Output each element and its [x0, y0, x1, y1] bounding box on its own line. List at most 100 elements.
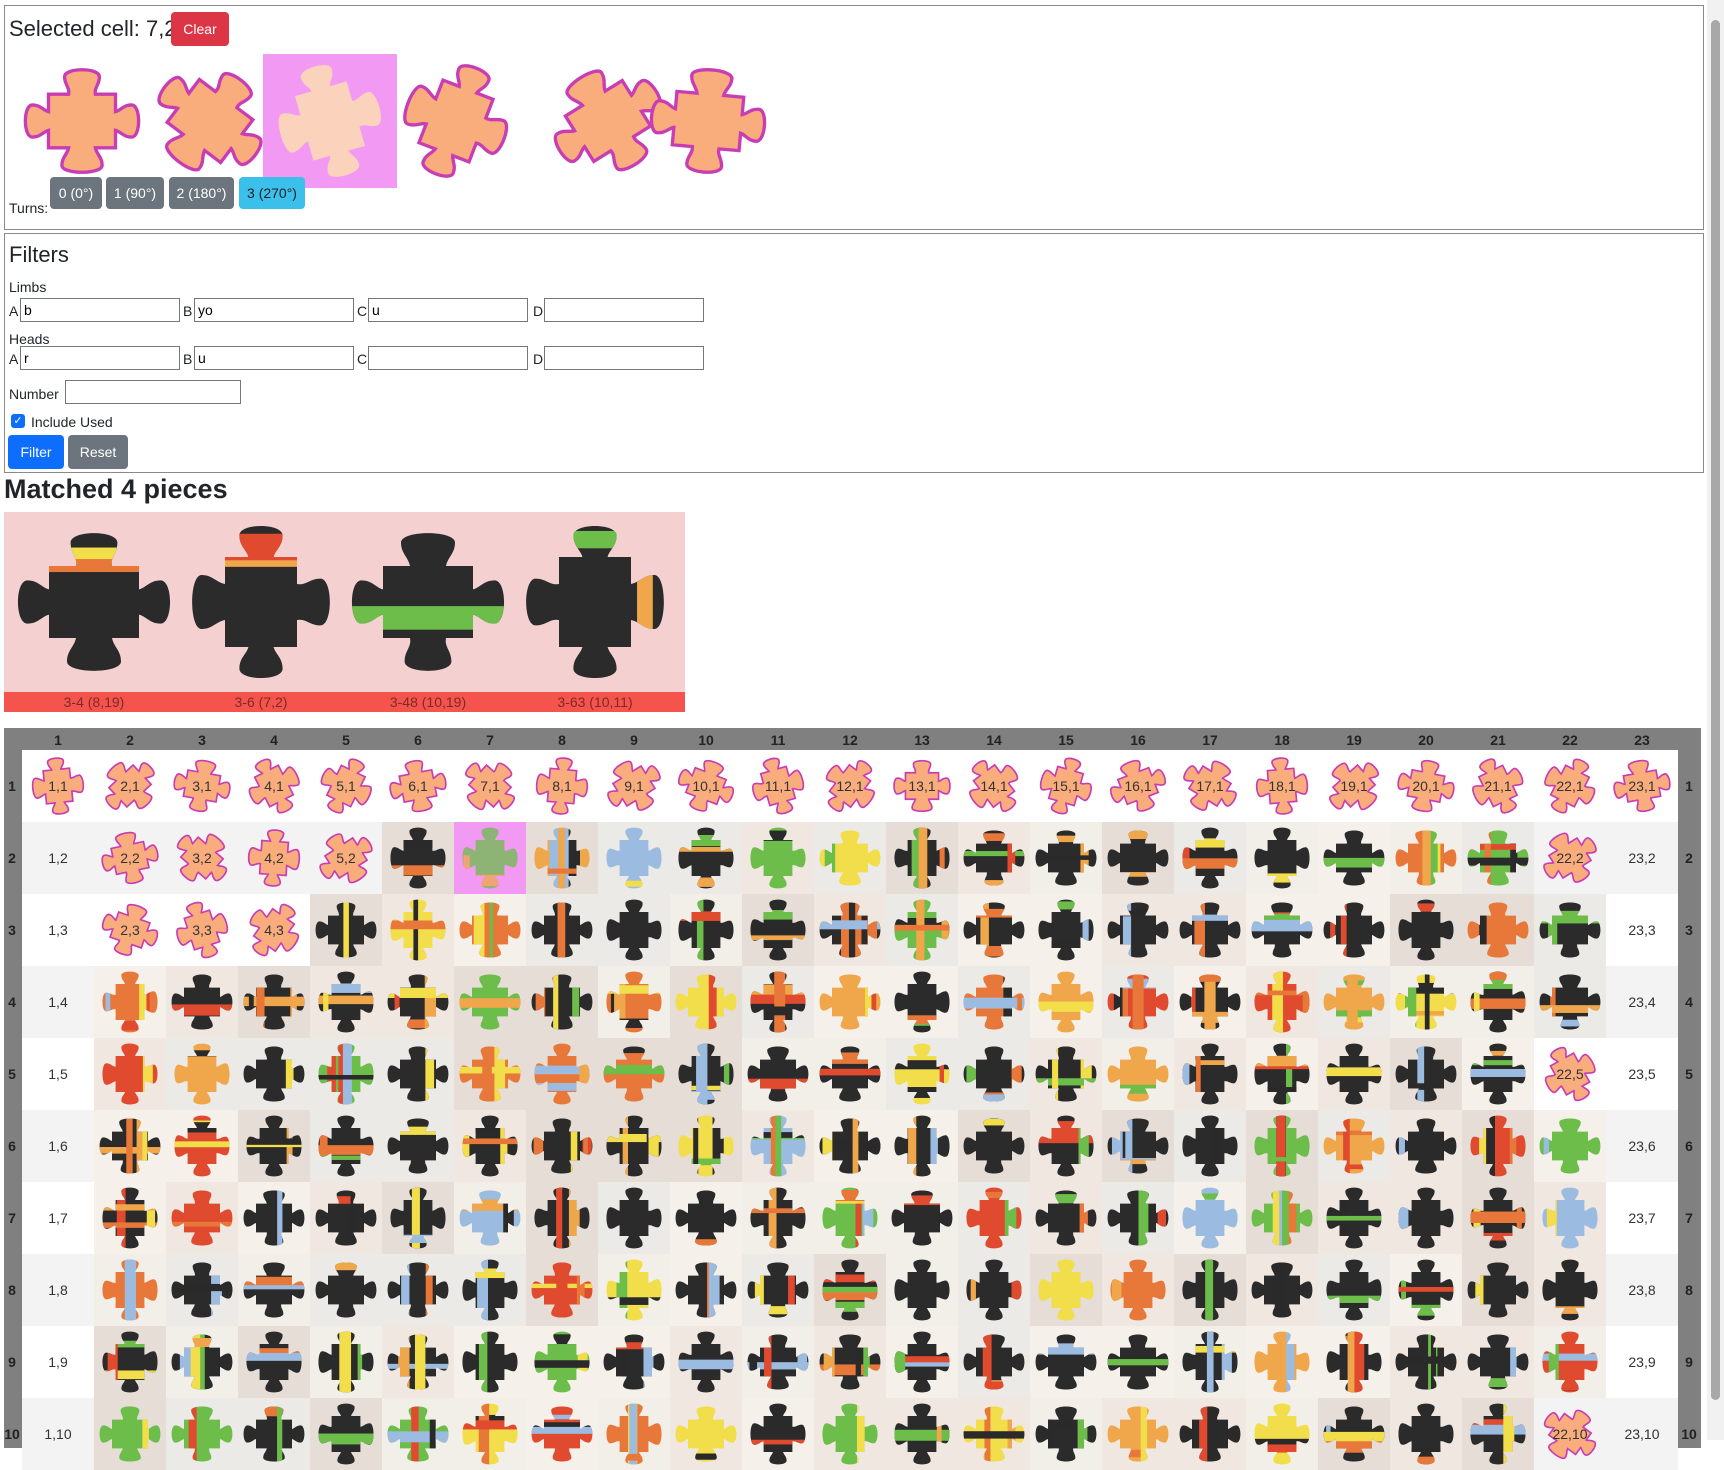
- board-cell[interactable]: [382, 1326, 454, 1398]
- board-cell[interactable]: [1318, 822, 1390, 894]
- board-cell[interactable]: [814, 1254, 886, 1326]
- board-cell[interactable]: [1246, 1038, 1318, 1110]
- board-cell[interactable]: [958, 1326, 1030, 1398]
- heads-input-a[interactable]: [20, 346, 180, 370]
- board-cell[interactable]: [1246, 1110, 1318, 1182]
- board-cell[interactable]: 1,8: [22, 1254, 94, 1326]
- board-cell[interactable]: [670, 1110, 742, 1182]
- board-cell[interactable]: [958, 1254, 1030, 1326]
- board-cell[interactable]: [94, 1110, 166, 1182]
- board-cell[interactable]: [742, 1398, 814, 1470]
- board-cell[interactable]: [310, 1038, 382, 1110]
- board-cell[interactable]: [454, 1254, 526, 1326]
- board-cell[interactable]: [598, 1038, 670, 1110]
- board-cell[interactable]: [526, 1038, 598, 1110]
- board-cell[interactable]: [814, 1182, 886, 1254]
- board-cell[interactable]: [886, 822, 958, 894]
- board-cell[interactable]: [1390, 1254, 1462, 1326]
- board-cell[interactable]: 11,1: [742, 750, 814, 822]
- board-cell[interactable]: [1102, 1254, 1174, 1326]
- board-cell[interactable]: [670, 1038, 742, 1110]
- board-cell[interactable]: [742, 1182, 814, 1254]
- board-cell[interactable]: [814, 1398, 886, 1470]
- board-cell[interactable]: 23,6: [1606, 1110, 1678, 1182]
- board-cell[interactable]: 16,1: [1102, 750, 1174, 822]
- board-cell[interactable]: [814, 1038, 886, 1110]
- board-cell[interactable]: [382, 1110, 454, 1182]
- board-cell[interactable]: [526, 1182, 598, 1254]
- limbs-input-b[interactable]: [194, 298, 354, 322]
- board-cell[interactable]: [382, 894, 454, 966]
- board-cell[interactable]: [238, 1038, 310, 1110]
- board-cell[interactable]: [1534, 1110, 1606, 1182]
- board-cell[interactable]: [238, 1326, 310, 1398]
- board-cell[interactable]: 23,1: [1606, 750, 1678, 822]
- board-cell[interactable]: [598, 894, 670, 966]
- board-cell[interactable]: [886, 1110, 958, 1182]
- board-cell[interactable]: [1174, 1326, 1246, 1398]
- board-cell[interactable]: [238, 1110, 310, 1182]
- board-cell[interactable]: [526, 1398, 598, 1470]
- board-cell[interactable]: [958, 966, 1030, 1038]
- board-cell[interactable]: [1390, 894, 1462, 966]
- limbs-input-d[interactable]: [544, 298, 704, 322]
- board-cell[interactable]: [814, 894, 886, 966]
- board-cell[interactable]: [166, 1038, 238, 1110]
- board-cell[interactable]: [886, 966, 958, 1038]
- board-cell[interactable]: 3,1: [166, 750, 238, 822]
- board-cell[interactable]: [1102, 822, 1174, 894]
- board-cell[interactable]: [1174, 1182, 1246, 1254]
- matched-piece[interactable]: 3-63 (10,11): [505, 512, 685, 712]
- board-cell[interactable]: 7,1: [454, 750, 526, 822]
- board-cell[interactable]: 17,1: [1174, 750, 1246, 822]
- board-cell[interactable]: [1534, 1326, 1606, 1398]
- board-cell[interactable]: 10,1: [670, 750, 742, 822]
- board-cell[interactable]: 23,5: [1606, 1038, 1678, 1110]
- board-cell[interactable]: [814, 822, 886, 894]
- board-cell[interactable]: [814, 966, 886, 1038]
- board-cell[interactable]: [598, 1326, 670, 1398]
- include-used-checkbox[interactable]: ✓: [11, 414, 25, 428]
- board-cell[interactable]: [310, 894, 382, 966]
- board-cell[interactable]: 22,10: [1534, 1398, 1606, 1470]
- clear-button[interactable]: Clear: [171, 12, 229, 46]
- board-cell[interactable]: 23,3: [1606, 894, 1678, 966]
- board-cell[interactable]: [958, 1398, 1030, 1470]
- board-cell[interactable]: [1462, 1182, 1534, 1254]
- board-cell[interactable]: [670, 822, 742, 894]
- turn-button-2[interactable]: 2 (180°): [169, 177, 234, 209]
- board-cell[interactable]: [166, 1326, 238, 1398]
- limbs-input-a[interactable]: [20, 298, 180, 322]
- board-cell[interactable]: [1390, 1110, 1462, 1182]
- board-cell[interactable]: [1030, 1110, 1102, 1182]
- board-cell[interactable]: [1102, 1182, 1174, 1254]
- board-cell[interactable]: 22,5: [1534, 1038, 1606, 1110]
- board-cell[interactable]: [238, 1182, 310, 1254]
- board-cell[interactable]: [1462, 1038, 1534, 1110]
- board-cell[interactable]: [454, 966, 526, 1038]
- board-cell[interactable]: [1390, 822, 1462, 894]
- board-cell[interactable]: [94, 966, 166, 1038]
- board-cell[interactable]: [742, 966, 814, 1038]
- board-cell[interactable]: [1174, 966, 1246, 1038]
- board-cell[interactable]: 1,6: [22, 1110, 94, 1182]
- board-cell[interactable]: [1030, 1398, 1102, 1470]
- board-cell[interactable]: [1390, 1398, 1462, 1470]
- board-cell[interactable]: 14,1: [958, 750, 1030, 822]
- board-cell[interactable]: [526, 1110, 598, 1182]
- board-cell[interactable]: [1318, 1110, 1390, 1182]
- board-cell[interactable]: [1174, 1254, 1246, 1326]
- board-cell[interactable]: [670, 1326, 742, 1398]
- board-cell[interactable]: [166, 1398, 238, 1470]
- board-cell[interactable]: [1030, 1254, 1102, 1326]
- heads-input-d[interactable]: [544, 346, 704, 370]
- board-cell[interactable]: 4,1: [238, 750, 310, 822]
- board-cell[interactable]: [886, 1326, 958, 1398]
- board-cell[interactable]: [958, 1182, 1030, 1254]
- board-cell[interactable]: 4,2: [238, 822, 310, 894]
- board-cell[interactable]: [1534, 966, 1606, 1038]
- board-cell[interactable]: [598, 1182, 670, 1254]
- board-cell[interactable]: [886, 1182, 958, 1254]
- board-cell[interactable]: [1102, 1038, 1174, 1110]
- board-cell[interactable]: [1534, 1182, 1606, 1254]
